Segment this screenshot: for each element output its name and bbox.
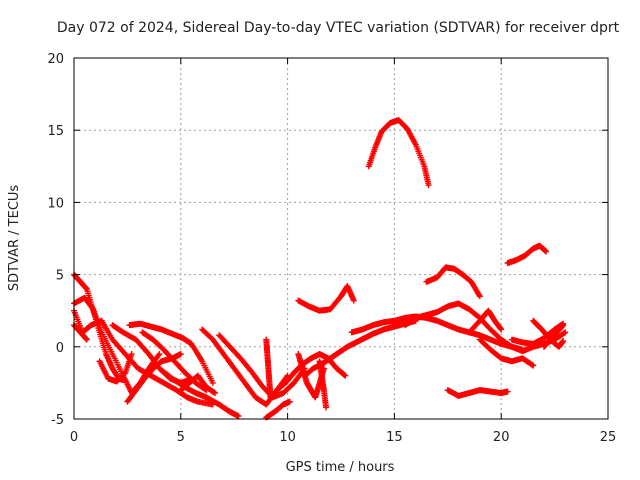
series-track11	[177, 372, 218, 397]
data-point	[562, 329, 569, 336]
data-point	[530, 362, 537, 369]
data-marks	[71, 117, 569, 421]
series-track20	[295, 283, 357, 314]
series-track9	[139, 329, 210, 394]
series-track24	[423, 264, 483, 300]
data-point	[177, 351, 184, 358]
data-point	[235, 413, 242, 420]
series-track13	[216, 332, 308, 401]
series-track21	[365, 117, 432, 189]
series-track31	[540, 322, 567, 350]
data-point	[323, 404, 330, 411]
y-tick-label: 0	[56, 341, 64, 356]
y-tick-label: 15	[47, 124, 64, 139]
data-point	[504, 388, 511, 395]
chart-title: Day 072 of 2024, Sidereal Day-to-day VTE…	[57, 20, 620, 36]
data-point	[560, 322, 567, 329]
y-tick-label: 10	[47, 196, 64, 211]
series-track5	[96, 351, 135, 385]
x-axis-label: GPS time / hours	[286, 460, 395, 475]
series-track7	[124, 351, 184, 405]
axes: 0 5 10 15 20 25 -5 0 5 10 15 20	[47, 52, 616, 445]
data-point	[267, 394, 274, 401]
x-tick-label: 20	[493, 430, 510, 445]
data-point	[342, 372, 349, 379]
data-point	[341, 371, 348, 378]
series-track14	[263, 336, 274, 401]
data-point	[211, 390, 218, 397]
x-tick-label: 5	[177, 430, 185, 445]
series-track15	[263, 398, 293, 421]
series-track25	[444, 387, 511, 399]
series-track28	[476, 336, 537, 369]
y-tick-label: 5	[56, 269, 64, 284]
series-track26	[466, 307, 505, 336]
series-track12	[199, 326, 291, 408]
series-track19	[316, 358, 330, 411]
data-point	[425, 182, 432, 189]
y-tick-label: 20	[47, 52, 64, 67]
x-tick-label: 25	[600, 430, 617, 445]
series-track4	[71, 322, 90, 343]
data-point	[128, 351, 135, 358]
series-track17	[295, 351, 327, 401]
series-track18	[301, 317, 419, 379]
x-tick-label: 15	[386, 430, 403, 445]
data-point	[543, 248, 550, 255]
data-point	[89, 305, 96, 312]
series-track8	[126, 320, 216, 386]
plot-frame	[73, 57, 609, 420]
data-point	[561, 330, 568, 337]
y-axis-label: SDTVAR / TECUs	[7, 185, 22, 292]
data-point	[476, 293, 483, 300]
data-point	[83, 336, 90, 343]
x-tick-label: 10	[279, 430, 296, 445]
data-point	[286, 398, 293, 405]
data-point	[560, 338, 567, 345]
data-point	[350, 297, 357, 304]
series-track27	[504, 242, 550, 267]
x-tick-label: 0	[70, 430, 78, 445]
data-point	[529, 361, 536, 368]
data-point	[156, 351, 163, 358]
data-point	[209, 379, 216, 386]
y-tick-label: -5	[51, 413, 64, 428]
data-point	[498, 326, 505, 333]
